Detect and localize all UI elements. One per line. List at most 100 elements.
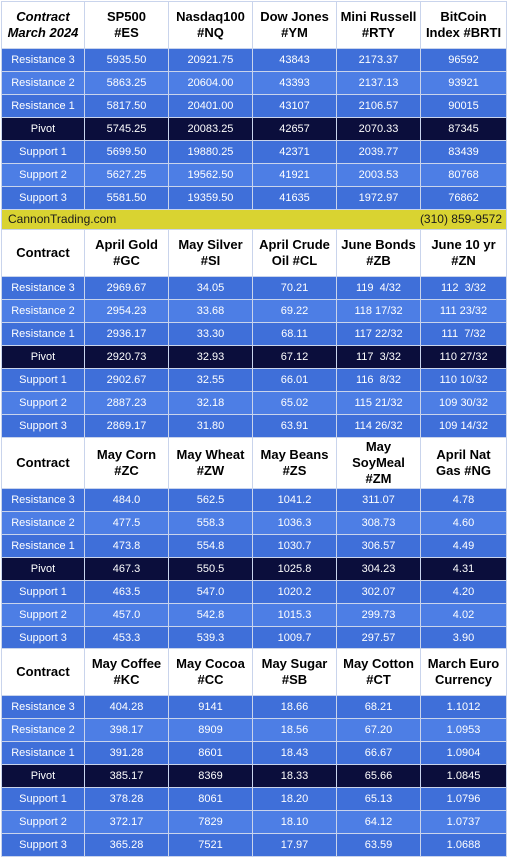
level-value: 4.60 [421,511,507,535]
level-value: 19562.50 [169,163,253,187]
level-label: Support 3 [1,414,85,438]
level-value: 87345 [421,117,507,141]
header-line: #CC [197,672,224,688]
contract-column-header: May Beans #ZS [253,437,337,489]
level-value: 378.28 [85,788,169,812]
level-value: 467.3 [85,557,169,581]
level-value: 1030.7 [253,534,337,558]
level-value: 65.13 [337,788,421,812]
contract-header-cell: Contract March 2024 [1,1,85,49]
contract-column-header: May SoyMeal #ZM [337,437,421,489]
header-line: Dow Jones [260,8,329,24]
level-value: 5699.50 [85,140,169,164]
contract-column-header: Dow Jones #YM [253,1,337,49]
level-value: 42657 [253,117,337,141]
header-line: #KC [113,672,140,688]
level-value: 1.0845 [421,765,507,789]
level-label: Resistance 3 [1,48,85,72]
contract-column-header: June Bonds #ZB [337,230,421,278]
level-value: 457.0 [85,603,169,627]
header-line: #ZB [366,253,391,269]
level-value: 2969.67 [85,277,169,301]
level-value: 68.11 [253,323,337,347]
level-value: 63.59 [337,834,421,857]
header-line: Currency [434,672,493,688]
level-value: 1020.2 [253,580,337,604]
level-value: 32.93 [169,346,253,370]
resistance-row: Resistance 3 5935.50 20921.75 43843 2173.37 9… [1,48,507,72]
level-value: 1009.7 [253,626,337,650]
contact-banner: CannonTrading.com (310) 859-9572 [1,209,507,231]
level-label: Support 3 [1,834,85,857]
level-label: Resistance 1 [1,323,85,347]
level-value: 32.55 [169,369,253,392]
level-value: 66.01 [253,369,337,392]
support-row: Support 3 365.28 7521 17.97 63.59 1.0688 [1,834,507,857]
level-value: 372.17 [85,811,169,834]
support-row: Support 3 2869.17 31.80 63.91 114 26/32 109 1… [1,414,507,438]
header-line: May Beans [260,446,329,462]
level-value: 96592 [421,48,507,72]
level-value: 2902.67 [85,369,169,392]
header-line: May Cotton [343,656,414,672]
level-label: Resistance 3 [1,277,85,301]
level-value: 109 14/32 [421,414,507,438]
level-value: 117 3/32 [337,346,421,370]
level-value: 4.20 [421,580,507,604]
header-line: March 2024 [7,24,79,40]
level-value: 2954.23 [85,300,169,324]
header-line: #ZC [114,462,139,478]
resistance-row: Resistance 1 391.28 8601 18.43 66.67 1.0904 [1,742,507,766]
banner-phone: (310) 859-9572 [419,212,502,227]
level-value: 5935.50 [85,48,169,72]
header-line: April Gold [95,237,158,253]
header-line: #ZN [451,253,476,269]
header-line: Mini Russell [340,8,417,24]
level-value: 19359.50 [169,186,253,210]
resistance-row: Resistance 1 473.8 554.8 1030.7 306.57 4.49 [1,534,507,558]
level-label: Pivot [1,117,85,141]
contract-column-header: March Euro Currency [421,649,507,697]
header-line: May Coffee [91,656,162,672]
level-value: 111 7/32 [421,323,507,347]
level-value: 117 22/32 [337,323,421,347]
level-value: 8369 [169,765,253,789]
banner-site-link[interactable]: CannonTrading.com [8,212,117,227]
header-line: April Crude [259,237,330,253]
support-row: Support 2 5627.25 19562.50 41921 2003.53 8076… [1,163,507,187]
level-label: Resistance 3 [1,696,85,720]
level-value: 453.3 [85,626,169,650]
level-value: 5745.25 [85,117,169,141]
level-value: 42371 [253,140,337,164]
level-value: 66.67 [337,742,421,766]
support-row: Support 1 378.28 8061 18.20 65.13 1.0796 [1,788,507,812]
level-label: Support 3 [1,186,85,210]
resistance-row: Resistance 3 404.28 9141 18.66 68.21 1.1012 [1,696,507,720]
level-value: 18.20 [253,788,337,812]
level-value: 463.5 [85,580,169,604]
contract-header-cell: Contract [1,649,85,697]
level-value: 65.66 [337,765,421,789]
level-value: 67.20 [337,719,421,743]
level-value: 1.0796 [421,788,507,812]
contract-column-header: May Coffee #KC [85,649,169,697]
level-label: Support 2 [1,603,85,627]
level-value: 542.8 [169,603,253,627]
level-value: 1015.3 [253,603,337,627]
level-value: 83439 [421,140,507,164]
level-value: 1.1012 [421,696,507,720]
level-label: Support 1 [1,369,85,392]
level-value: 65.02 [253,391,337,415]
level-value: 4.31 [421,557,507,581]
header-line: #ZS [282,462,307,478]
pivot-row: Pivot 5745.25 20083.25 42657 2070.33 87345 [1,117,507,141]
level-value: 2106.57 [337,94,421,118]
resistance-row: Resistance 3 2969.67 34.05 70.21 119 4/32 112… [1,277,507,301]
level-value: 33.30 [169,323,253,347]
level-value: 41921 [253,163,337,187]
level-value: 311.07 [337,488,421,512]
level-value: 308.73 [337,511,421,535]
level-value: 112 3/32 [421,277,507,301]
level-value: 70.21 [253,277,337,301]
